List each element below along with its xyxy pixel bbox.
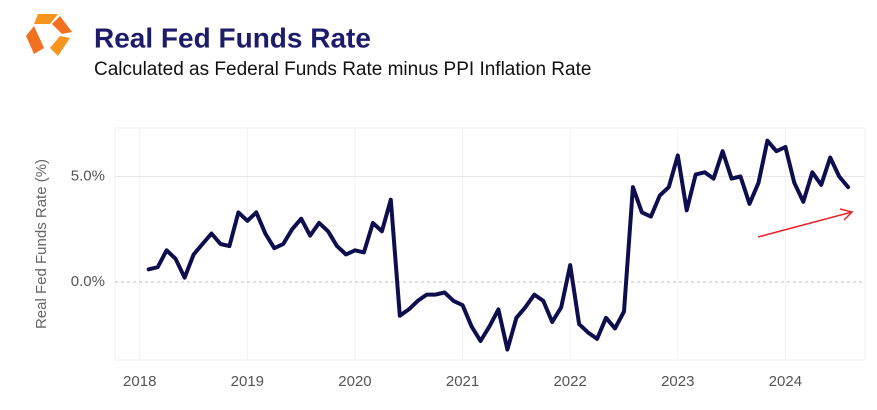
- x-tick-label: 2020: [338, 373, 371, 390]
- x-tick-label: 2024: [769, 373, 802, 390]
- arrow-shaft: [757, 211, 853, 238]
- arrow-head: [839, 208, 854, 221]
- x-tick-label: 2023: [661, 373, 694, 390]
- chart-subtitle: Calculated as Federal Funds Rate minus P…: [94, 59, 591, 80]
- grid: 2018 2019 2020 2021 2022 2023 2024 0.0% 5.0%: [71, 127, 866, 390]
- logo-piece: [34, 14, 58, 24]
- marks: [146, 138, 851, 352]
- logo: [26, 14, 72, 56]
- trend-arrow: [757, 208, 854, 238]
- x-tick-label: 2022: [553, 373, 586, 390]
- chart-title: Real Fed Funds Rate: [94, 22, 371, 53]
- logo-piece: [26, 26, 44, 54]
- y-tick-label: 0.0%: [71, 273, 105, 290]
- x-tick-label: 2019: [231, 373, 264, 390]
- x-tick-label: 2021: [446, 373, 479, 390]
- plot-frame: [114, 127, 866, 361]
- x-tick-label: 2018: [123, 373, 156, 390]
- logo-piece: [52, 16, 72, 34]
- data-line: [146, 138, 851, 352]
- logo-piece: [50, 36, 70, 56]
- y-tick-label: 5.0%: [71, 167, 105, 184]
- y-axis-label: Real Fed Funds Rate (%): [33, 159, 50, 329]
